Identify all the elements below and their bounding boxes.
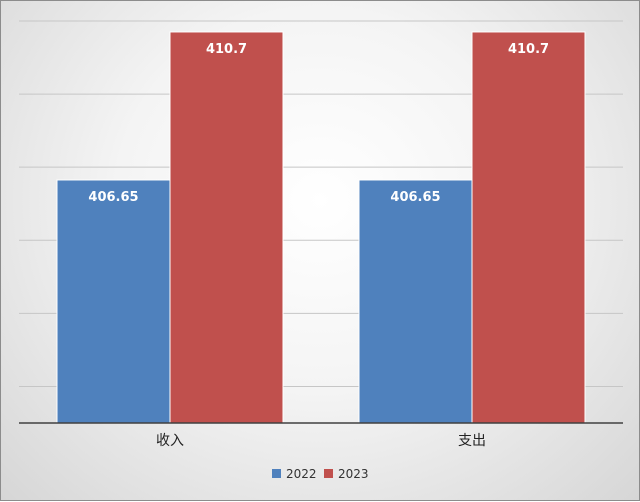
category-labels: 收入 支出 xyxy=(156,433,486,449)
legend-entry: 2022 xyxy=(286,467,317,481)
bar-2022-1 xyxy=(358,179,473,424)
data-label: 410.7 xyxy=(206,42,247,57)
bars: 406.65 406.65 410.7 410.7 xyxy=(56,31,586,424)
bar-2022-0 xyxy=(56,179,171,424)
data-label: 410.7 xyxy=(508,42,549,57)
category-label: 支出 xyxy=(458,433,486,449)
legend: 2022 2023 xyxy=(272,467,369,481)
legend-entry: 2023 xyxy=(338,467,369,481)
data-label: 406.65 xyxy=(390,190,440,205)
bar-2023-1 xyxy=(471,31,586,424)
data-label: 406.65 xyxy=(88,190,138,205)
legend-swatch xyxy=(324,469,333,478)
legend-swatch xyxy=(272,469,281,478)
category-label: 收入 xyxy=(156,433,184,449)
bar-2023-0 xyxy=(169,31,284,424)
